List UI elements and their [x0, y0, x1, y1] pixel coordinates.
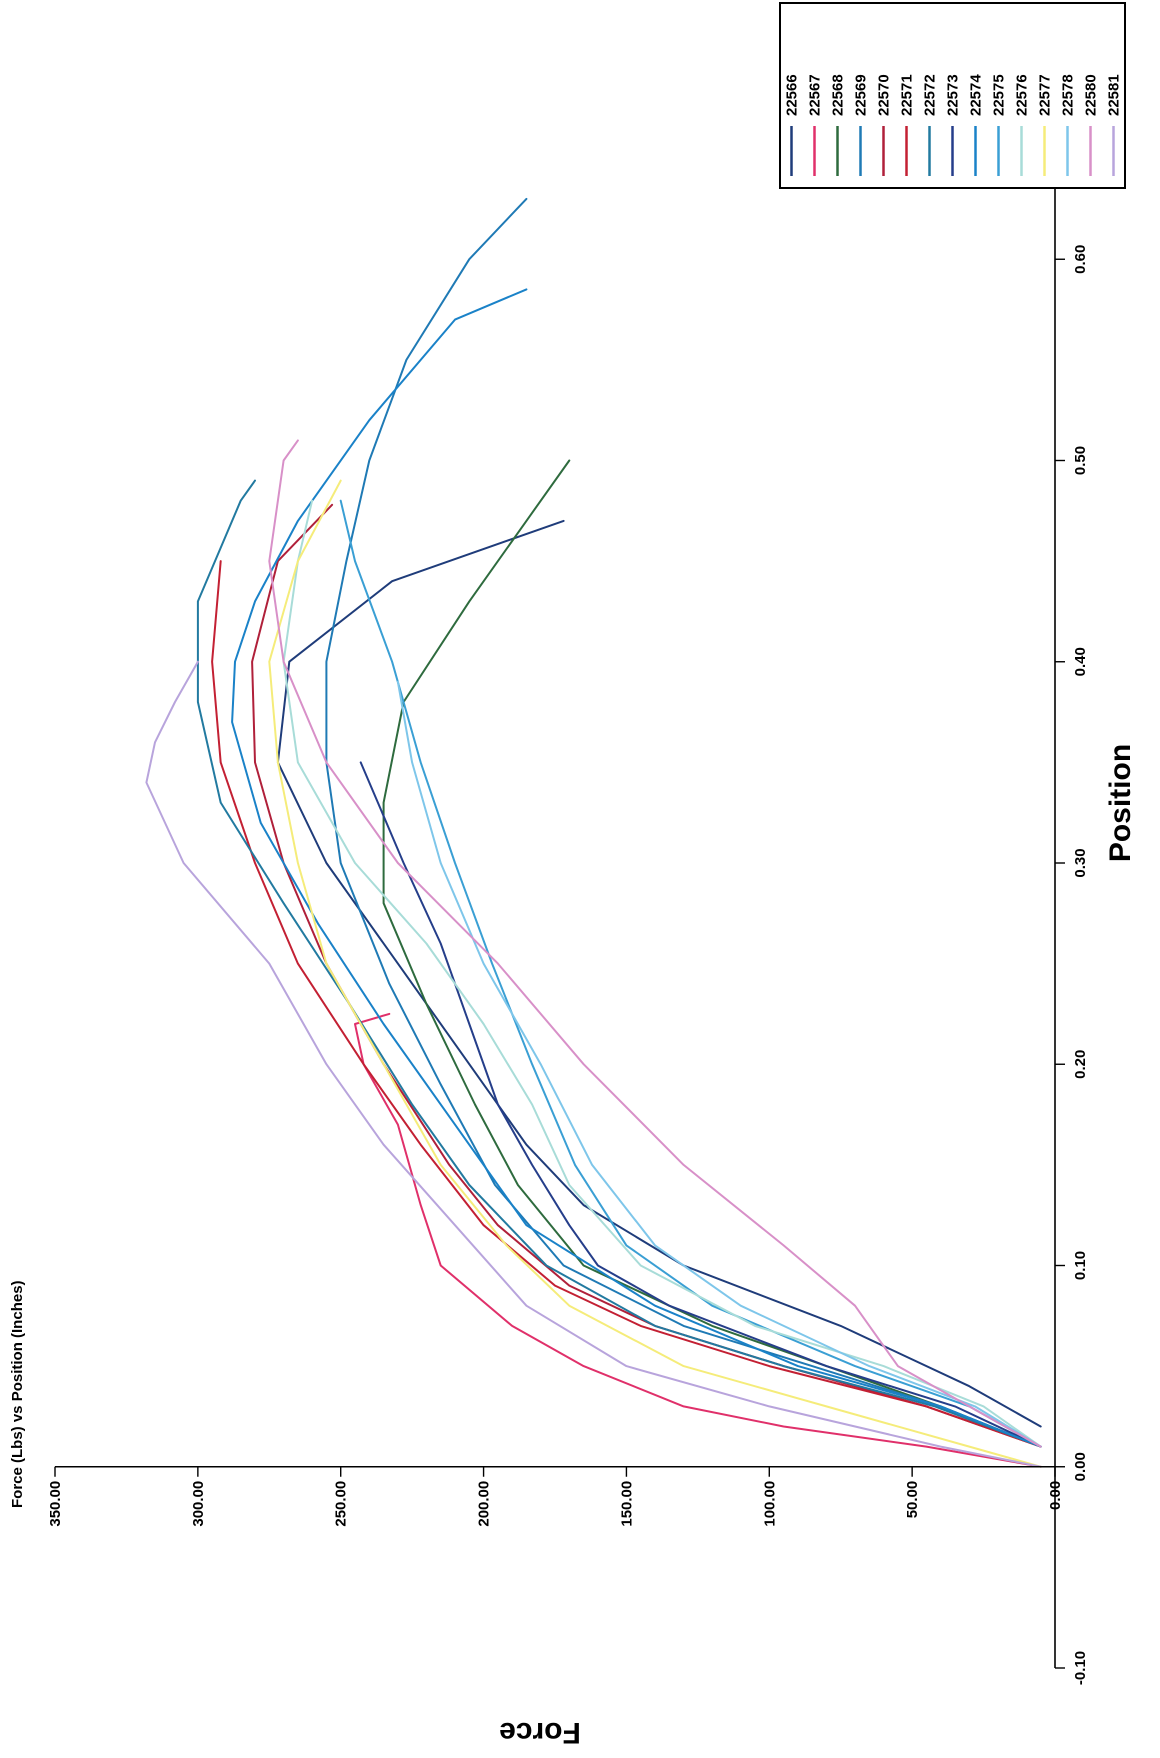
legend-label-22570: 22570 [876, 74, 893, 116]
series-line-22572 [196, 479, 1042, 1448]
y-tick-label: 250.00 [333, 1481, 350, 1527]
series-line-22571 [211, 560, 1042, 1448]
y-tick-label: 100.00 [761, 1481, 778, 1527]
legend-label-22568: 22568 [830, 74, 847, 116]
x-tick-label: 0.30 [1072, 848, 1089, 877]
x-axis-label: Position [1104, 744, 1137, 862]
y-tick-label: 0.00 [1047, 1481, 1064, 1510]
legend-label-22578: 22578 [1060, 74, 1077, 116]
legend-label-22580: 22580 [1083, 74, 1100, 116]
x-tick-label: 0.00 [1072, 1452, 1089, 1481]
series-line-22567 [354, 1012, 1042, 1468]
legend-box [779, 2, 1126, 189]
series-line-22577 [268, 479, 1042, 1468]
x-tick-label: 0.10 [1072, 1251, 1089, 1280]
series-line-22578 [396, 680, 1042, 1448]
legend-label-22574: 22574 [968, 74, 985, 116]
x-axis: -0.100.000.100.200.300.400.500.600.70 [1054, 43, 1089, 1685]
legend: 22566 22567 22568 22569 22570 22571 22572 22573… [779, 2, 1126, 189]
series-line-22574 [231, 288, 1042, 1448]
x-tick-label: 0.40 [1072, 647, 1089, 676]
legend-label-22566: 22566 [784, 74, 801, 116]
y-tick-label: 200.00 [476, 1481, 493, 1527]
legend-label-22572: 22572 [922, 74, 939, 116]
legend-label-22573: 22573 [945, 74, 962, 116]
legend-label-22575: 22575 [991, 74, 1008, 116]
series-line-22566 [276, 519, 1042, 1428]
x-tick-label: 0.20 [1072, 1050, 1089, 1079]
y-tick-label: 300.00 [190, 1481, 207, 1527]
series-line-22581 [145, 660, 1042, 1468]
series-line-22580 [268, 439, 1042, 1448]
x-tick-label: 0.60 [1072, 245, 1089, 274]
series-line-22569 [325, 197, 1042, 1448]
y-tick-label: 150.00 [618, 1481, 635, 1527]
y-tick-label: 50.00 [904, 1481, 921, 1519]
legend-label-22577: 22577 [1037, 74, 1054, 116]
legend-label-22571: 22571 [899, 74, 916, 116]
series-line-22575 [339, 499, 1042, 1448]
legend-label-22569: 22569 [853, 74, 870, 116]
chart-title: Force (Lbs) vs Position (Inches) [9, 1280, 26, 1508]
plot-area [145, 197, 1042, 1468]
legend-label-22567: 22567 [807, 74, 824, 116]
x-tick-label: 0.50 [1072, 446, 1089, 475]
y-axis: 0.00 50.00 100.00 150.00 200.00 250.00 300.00 3… [47, 1465, 1064, 1527]
legend-label-22581: 22581 [1106, 74, 1123, 116]
series-line-22570 [251, 503, 1042, 1448]
y-tick-label: 350.00 [47, 1481, 64, 1527]
series-line-22573 [359, 761, 1042, 1448]
series-line-22576 [282, 499, 1042, 1448]
x-tick-label: -0.10 [1072, 1651, 1089, 1685]
series-line-22568 [382, 459, 1042, 1448]
y-axis-label: Force [499, 1716, 581, 1749]
legend-label-22576: 22576 [1014, 74, 1031, 116]
